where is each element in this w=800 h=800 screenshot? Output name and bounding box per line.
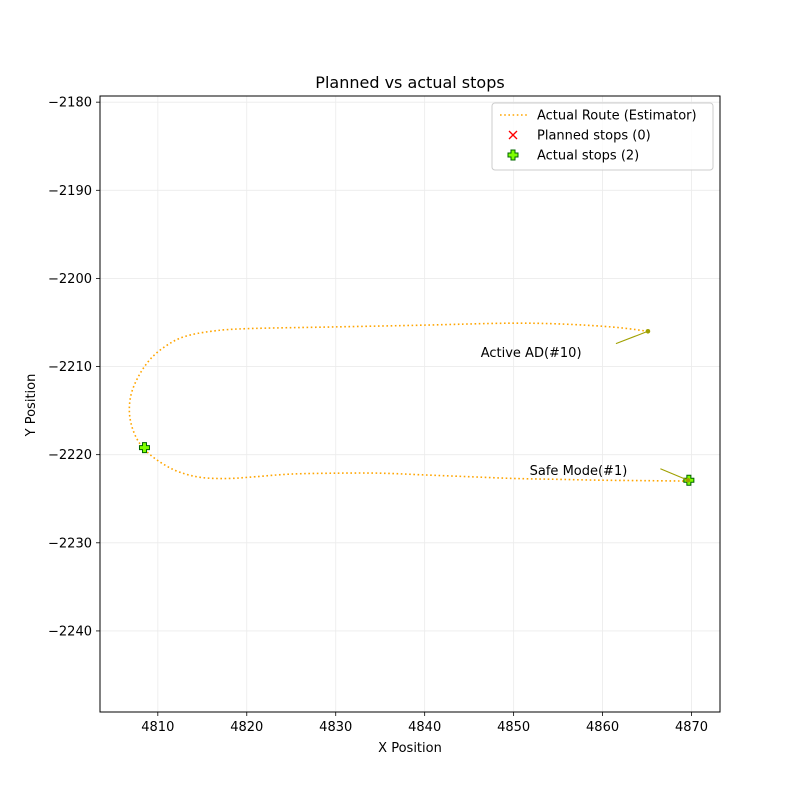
y-tick-label: −2210 bbox=[48, 360, 92, 375]
tick-layer: 4810 4820 4830 4840 4850 4860 4870 −2180 −2190 −2… bbox=[48, 96, 708, 735]
annotation-connector bbox=[615, 330, 649, 345]
grid-layer bbox=[100, 96, 720, 712]
legend-label: Actual Route (Estimator) bbox=[537, 109, 697, 124]
x-tick-label: 4840 bbox=[408, 720, 441, 735]
legend-label: Actual stops (2) bbox=[537, 149, 639, 164]
y-tick-label: −2220 bbox=[48, 448, 92, 463]
legend-label: Planned stops (0) bbox=[537, 129, 651, 144]
y-tick-label: −2180 bbox=[48, 96, 92, 111]
y-tick-label: −2230 bbox=[48, 536, 92, 551]
annotation-connector bbox=[660, 468, 689, 481]
x-tick-label: 4870 bbox=[675, 720, 708, 735]
legend-swatch-planned-x bbox=[508, 130, 518, 140]
legend-swatch-actual bbox=[507, 149, 519, 161]
x-tick-label: 4850 bbox=[497, 720, 530, 735]
y-tick-label: −2200 bbox=[48, 272, 92, 287]
actual-route-line bbox=[128, 322, 689, 482]
y-tick-label: −2240 bbox=[48, 624, 92, 639]
actual-stop-marker bbox=[138, 442, 150, 454]
x-axis-label: X Position bbox=[378, 741, 442, 756]
legend-box bbox=[491, 102, 714, 171]
x-tick-label: 4830 bbox=[319, 720, 352, 735]
chart-title: Planned vs actual stops bbox=[315, 73, 504, 92]
route-layer bbox=[128, 322, 689, 482]
annotation-layer: Active AD(#10) Safe Mode(#1) bbox=[481, 328, 691, 483]
annotation-label: Safe Mode(#1) bbox=[530, 464, 628, 479]
x-tick-label: 4820 bbox=[230, 720, 263, 735]
x-tick-label: 4810 bbox=[141, 720, 174, 735]
plot-frame bbox=[99, 95, 721, 713]
annotation-label: Active AD(#10) bbox=[481, 346, 582, 361]
y-axis-label: Y Position bbox=[24, 374, 39, 438]
annotation-point bbox=[685, 477, 691, 483]
x-tick-label: 4860 bbox=[586, 720, 619, 735]
y-tick-label: −2190 bbox=[48, 184, 92, 199]
legend: Actual Route (Estimator) Planned stops (0… bbox=[491, 102, 714, 171]
